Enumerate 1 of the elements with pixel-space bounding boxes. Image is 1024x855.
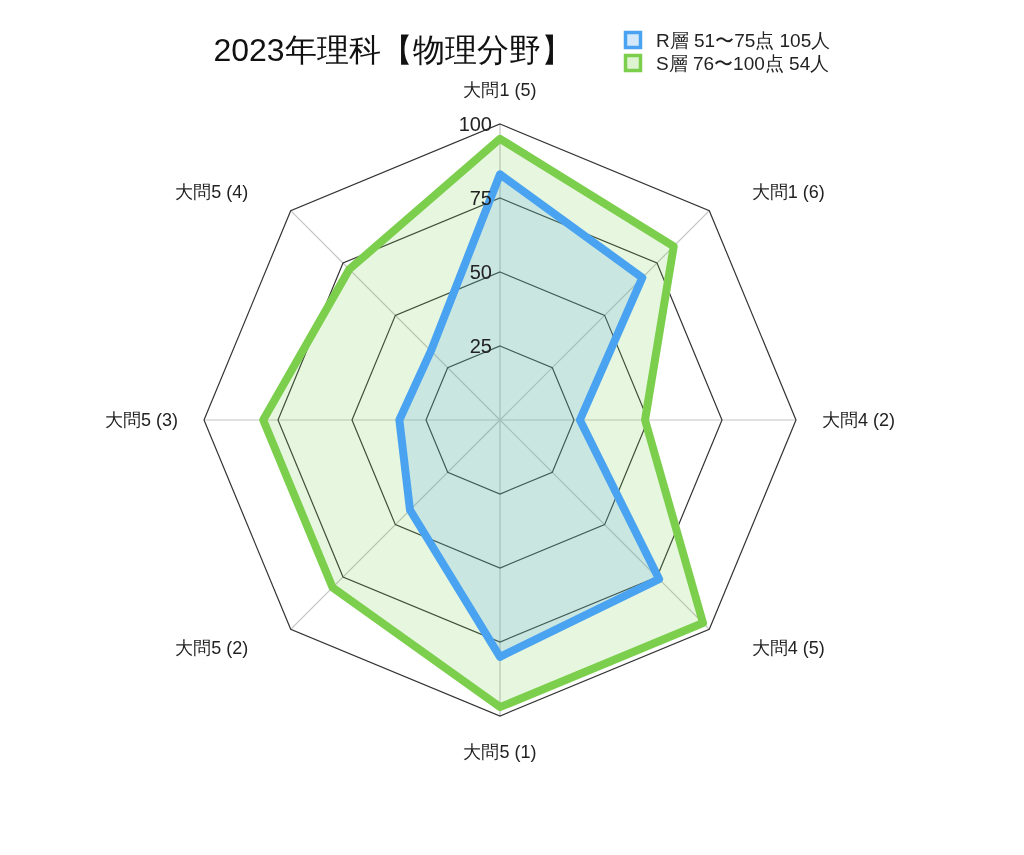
title: 2023年理科【物理分野】 xyxy=(213,32,573,68)
